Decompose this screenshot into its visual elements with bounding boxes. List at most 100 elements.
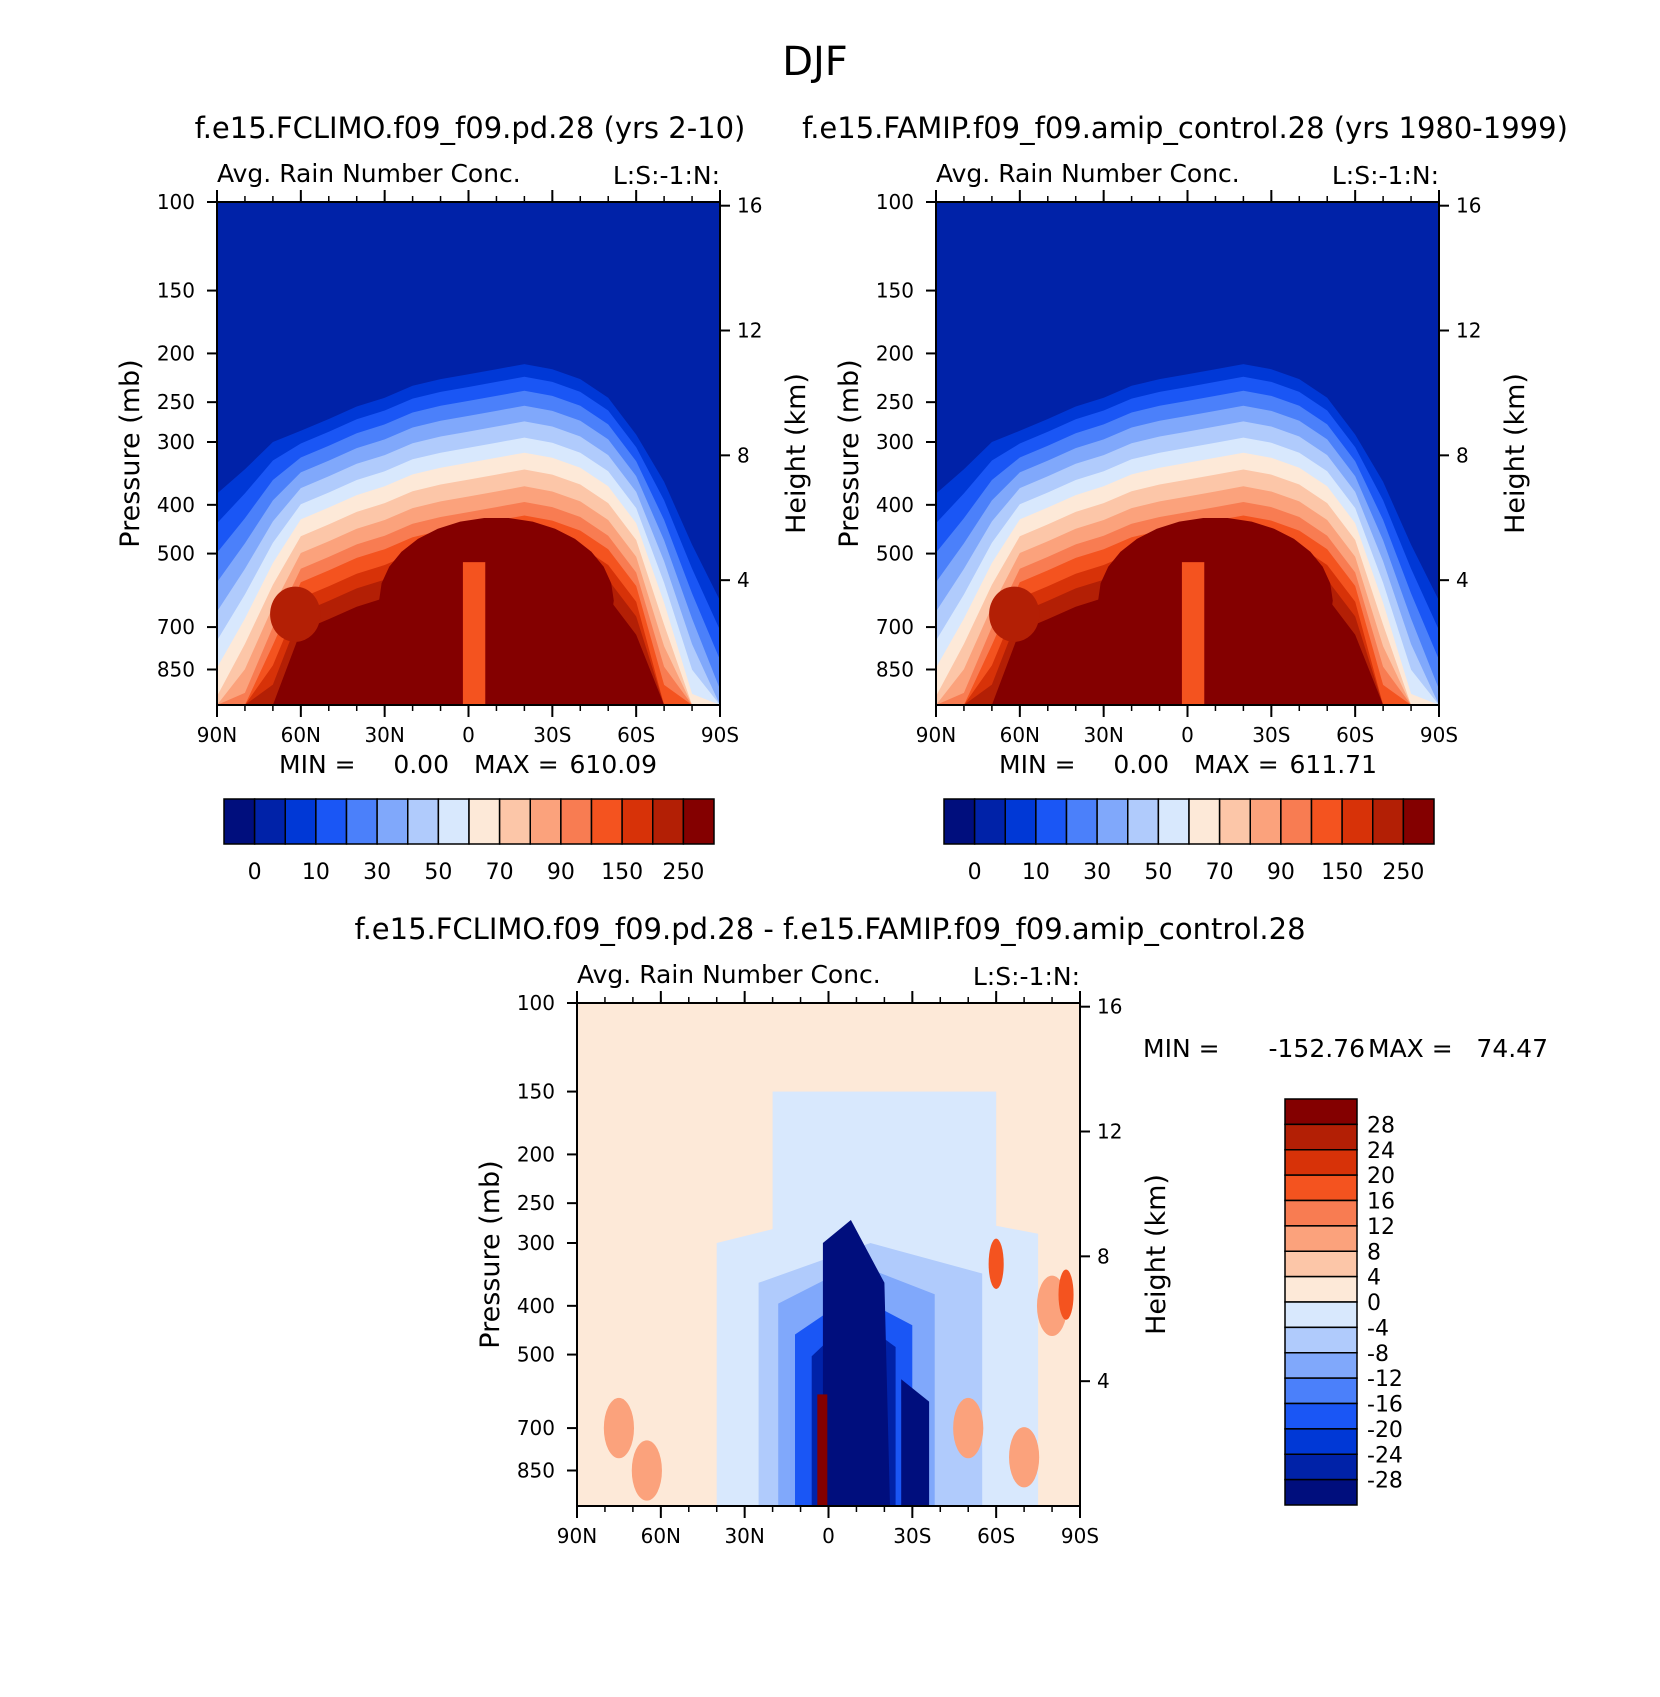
- y-tick-label: 400: [517, 1294, 555, 1318]
- y-right-axis-label: Height (km): [1500, 373, 1531, 534]
- colorbar-swatch: [1284, 1250, 1358, 1278]
- colorbar-swatch: [376, 798, 409, 845]
- units-label: L:S:-1:N:: [1332, 161, 1439, 190]
- field: [577, 1003, 1080, 1506]
- colorbar-label: 150: [601, 860, 643, 885]
- contour-plume: [462, 562, 486, 705]
- y-tick-label: 200: [876, 341, 914, 365]
- y-tick-label: 100: [876, 190, 914, 214]
- colorbar-label: 24: [1367, 1139, 1395, 1164]
- case-title: f.e15.FAMIP.f09_f09.amip_control.28 (yrs…: [802, 111, 1568, 145]
- colorbar-label: 0: [968, 860, 982, 885]
- y-tick-label: 850: [876, 657, 914, 681]
- y-tick-label: 250: [517, 1191, 555, 1215]
- contour-warm: [988, 1238, 1004, 1289]
- y-right-tick-label: 4: [1456, 568, 1469, 592]
- colorbar-label: -16: [1367, 1393, 1403, 1418]
- y-right-tick-label: 12: [1456, 319, 1481, 343]
- contour-max: [817, 1394, 828, 1506]
- colorbar-swatch: [1127, 798, 1160, 845]
- colorbar-swatch: [1065, 798, 1098, 845]
- colorbar-swatch: [1284, 1377, 1358, 1405]
- panel-title: Avg. Rain Number Conc.: [936, 159, 1240, 188]
- contour-lobe: [989, 586, 1040, 642]
- y-right-tick-label: 8: [1456, 443, 1469, 467]
- colorbar-swatch: [1341, 798, 1374, 845]
- colorbar-swatch: [284, 798, 317, 845]
- colorbar-label: 0: [1367, 1291, 1381, 1316]
- contour-core: [1098, 518, 1333, 684]
- colorbar-label: 50: [1144, 860, 1172, 885]
- y-axis-label: Pressure (mb): [115, 359, 146, 547]
- y-tick-label: 300: [157, 430, 195, 454]
- y-right-tick-label: 16: [1097, 995, 1122, 1019]
- colorbar-label: -4: [1367, 1316, 1389, 1341]
- y-right-tick-label: 4: [1097, 1369, 1110, 1393]
- colorbar-swatch: [621, 798, 654, 845]
- colorbar-swatch: [1372, 798, 1405, 845]
- colorbar-swatch: [1280, 798, 1313, 845]
- y-tick-label: 700: [517, 1416, 555, 1440]
- contour-warm: [603, 1397, 635, 1459]
- panel-title: Avg. Rain Number Conc.: [217, 159, 521, 188]
- colorbar-swatch: [1284, 1478, 1358, 1506]
- colorbar-swatch: [498, 798, 531, 845]
- y-right-tick-label: 16: [737, 194, 762, 218]
- y-tick-label: 400: [876, 493, 914, 517]
- colorbar-swatch: [1284, 1098, 1358, 1126]
- colorbar-swatch: [1310, 798, 1343, 845]
- colorbar-label: 70: [486, 860, 514, 885]
- x-tick-label: 60N: [641, 1524, 681, 1548]
- contour-warm: [1009, 1427, 1040, 1488]
- colorbar-swatch: [590, 798, 623, 845]
- colorbar-label: 30: [1083, 860, 1111, 885]
- colorbar-swatch: [1284, 1301, 1358, 1329]
- colorbar-swatch: [223, 798, 256, 845]
- x-tick-label: 30N: [1083, 723, 1123, 747]
- colorbar-swatch: [1035, 798, 1068, 845]
- contour-core: [379, 518, 614, 684]
- max-value: 611.71: [1290, 750, 1377, 779]
- colorbar-label: 20: [1367, 1164, 1395, 1189]
- colorbar-label: -20: [1367, 1418, 1403, 1443]
- y-right-tick-label: 4: [737, 568, 750, 592]
- contour-warm: [1058, 1269, 1074, 1320]
- min-max: MIN = 0.00 MAX = 611.71: [999, 750, 1377, 779]
- y-tick-label: 150: [517, 1080, 555, 1104]
- colorbar-swatch: [1284, 1174, 1358, 1202]
- max-label: MAX =: [1368, 1034, 1453, 1063]
- y-tick-label: 100: [157, 190, 195, 214]
- colorbar-label: 50: [424, 860, 452, 885]
- y-tick-label: 400: [157, 493, 195, 517]
- colorbar-swatch: [529, 798, 562, 845]
- colorbar-swatch: [560, 798, 593, 845]
- field: [936, 202, 1439, 705]
- max-label: MAX =: [474, 750, 559, 779]
- colorbar-label: 150: [1321, 860, 1363, 885]
- colorbar-swatch: [1284, 1402, 1358, 1430]
- colorbar-swatch: [1218, 798, 1251, 845]
- colorbar-swatch: [1004, 798, 1037, 845]
- colorbar-label: 0: [248, 860, 262, 885]
- colorbar-swatch: [1284, 1123, 1358, 1151]
- colorbar-swatch: [1284, 1453, 1358, 1481]
- colorbar: 0 10 30 50 70 90 150 250: [943, 798, 1435, 885]
- y-tick-label: 250: [876, 390, 914, 414]
- colorbar-label: 8: [1367, 1240, 1381, 1265]
- y-right-tick-label: 12: [737, 319, 762, 343]
- contour-min: [822, 1220, 890, 1506]
- colorbar-swatch: [1284, 1326, 1358, 1354]
- y-axis-label: Pressure (mb): [475, 1160, 506, 1348]
- y-tick-label: 100: [517, 991, 555, 1015]
- colorbar-swatch: [973, 798, 1006, 845]
- y-right-axis-label: Height (km): [1141, 1174, 1172, 1335]
- x-tick-label: 60N: [281, 723, 321, 747]
- x-tick-label: 60S: [977, 1524, 1015, 1548]
- x-tick-label: 30S: [533, 723, 571, 747]
- contour-warm: [631, 1440, 662, 1501]
- min-value: -152.76: [1269, 1034, 1366, 1063]
- panel-title: Avg. Rain Number Conc.: [577, 960, 881, 989]
